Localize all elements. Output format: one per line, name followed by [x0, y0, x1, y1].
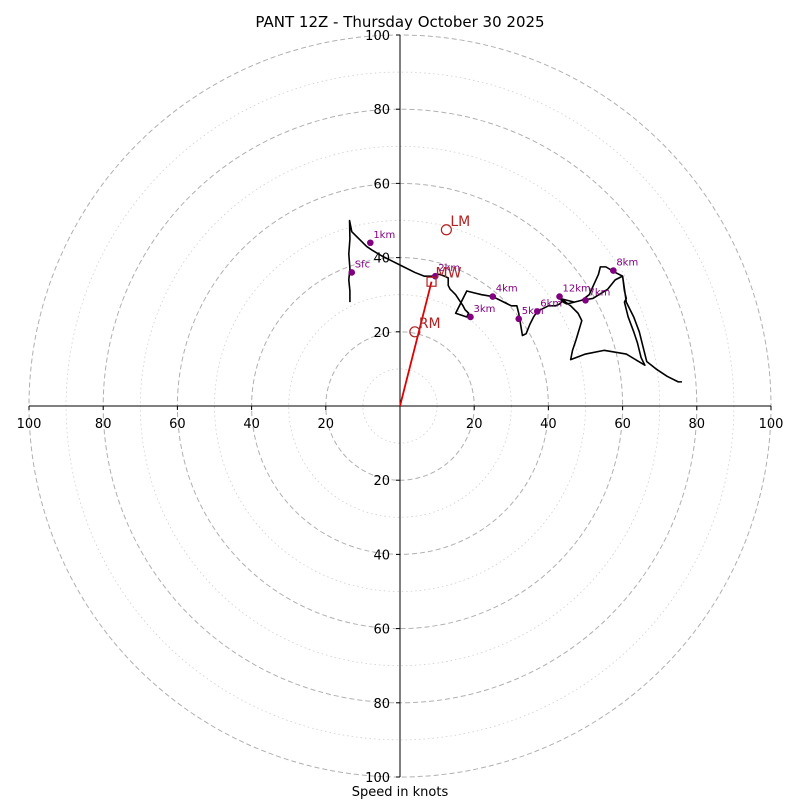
chart-title: PANT 12Z - Thursday October 30 2025 — [255, 13, 544, 31]
level-marker — [610, 267, 617, 274]
mean-wind-marker — [426, 276, 437, 287]
level-marker — [533, 308, 541, 315]
y-tick-label: 20 — [373, 474, 390, 489]
level-label: 1km — [373, 230, 395, 241]
x-tick-label: 40 — [540, 417, 557, 432]
hodograph-trace — [348, 219, 682, 383]
y-tick-label: 20 — [373, 326, 390, 341]
y-tick-label: 60 — [373, 623, 390, 638]
storm-motion-marker — [440, 224, 452, 236]
storm-motion-label: RM — [419, 316, 441, 332]
x-tick-label: 20 — [318, 417, 335, 432]
y-tick-label: 100 — [365, 771, 390, 786]
x-tick-label: 20 — [466, 417, 483, 432]
x-tick-label: 100 — [17, 417, 42, 432]
y-tick-label: 100 — [365, 29, 390, 44]
level-marker — [348, 269, 356, 276]
y-tick-label: 80 — [373, 103, 390, 118]
x-tick-label: 80 — [689, 417, 706, 432]
level-marker — [556, 293, 563, 300]
y-tick-label: 60 — [373, 177, 390, 192]
level-label: 3km — [473, 304, 495, 315]
level-label: 6km — [540, 298, 562, 309]
x-tick-label: 60 — [614, 417, 631, 432]
y-tick-label: 40 — [373, 252, 390, 267]
level-marker — [515, 315, 523, 323]
level-marker — [582, 296, 589, 304]
storm-motion-marker — [409, 326, 421, 338]
tick-labels: 100 100 80 80 60 60 40 40 20 20 20 20 40 40 60 60 80 80 10… — [17, 29, 784, 786]
x-tick-label: 40 — [243, 417, 260, 432]
x-tick-label: 100 — [759, 417, 784, 432]
x-axis-label: Speed in knots — [352, 785, 449, 800]
y-tick-label: 40 — [373, 548, 390, 563]
level-label: 4km — [496, 284, 518, 295]
y-tick-label: 80 — [373, 697, 390, 712]
level-label: Sfc — [355, 259, 370, 270]
level-marker — [367, 239, 374, 247]
level-label: 8km — [616, 258, 638, 269]
storm-motion-label: LM — [450, 214, 470, 230]
level-label: 2km — [438, 263, 460, 274]
x-tick-label: 80 — [95, 417, 112, 432]
level-label: 5km — [522, 306, 544, 317]
level-marker — [467, 313, 474, 321]
level-label: 7km — [589, 287, 611, 298]
level-label: 12km — [563, 284, 591, 295]
level-marker — [489, 293, 497, 300]
x-tick-label: 60 — [169, 417, 186, 432]
storm-motion-label: MW — [436, 266, 462, 282]
mean-wind-vector — [399, 281, 433, 407]
